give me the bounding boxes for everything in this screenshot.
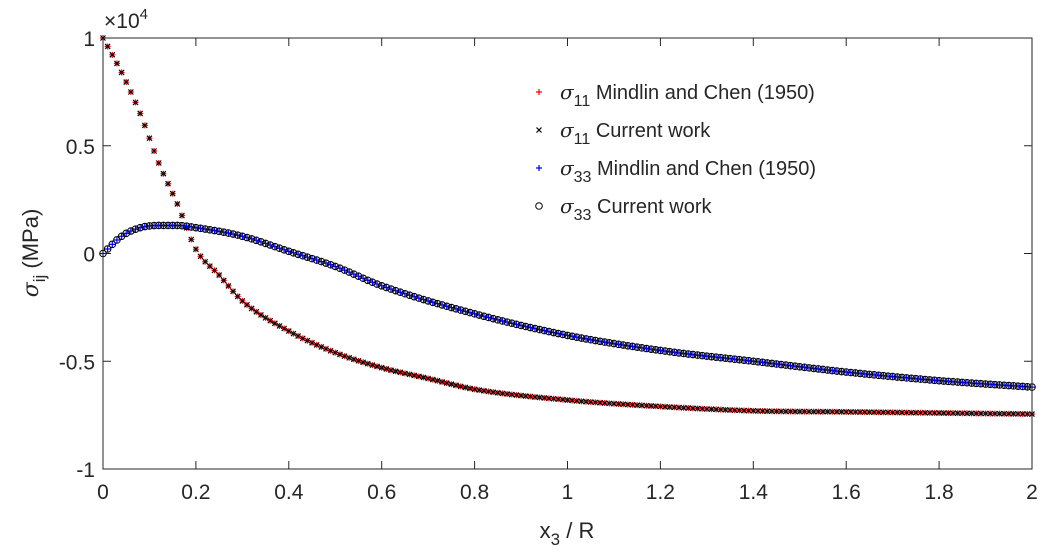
x-tick-label: 1.2 (646, 481, 675, 504)
x-tick-label: 1 (562, 481, 574, 504)
legend-label: σ33 Current work (560, 194, 712, 224)
legend-label: σ11 Mindlin and Chen (1950) (560, 80, 815, 110)
legend-label: σ11 Current work (560, 118, 711, 148)
y-tick-label: 0.5 (66, 136, 95, 159)
y-tick-label: -0.5 (59, 351, 95, 374)
x-tick-label: 0 (97, 481, 109, 504)
y-axis-label: σij (MPa) (18, 209, 49, 298)
x-tick-label: 0.2 (181, 481, 210, 504)
legend-marker (537, 128, 542, 133)
legend-label: σ33 Mindlin and Chen (1950) (560, 156, 816, 186)
y-tick-label: 1 (83, 28, 95, 51)
series-2 (100, 222, 1035, 390)
legend: σ11 Mindlin and Chen (1950) σ11 Current w… (536, 80, 816, 224)
y-tick-label: -1 (76, 459, 95, 482)
x-tick-label: 0.6 (367, 481, 396, 504)
x-tick-label: 0.8 (460, 481, 489, 504)
x-tick-label: 1.8 (924, 481, 953, 504)
x-axis-label: x3 / R (540, 518, 595, 549)
x-tick-label: 1.6 (832, 481, 861, 504)
x-tick-label: 2 (1026, 481, 1038, 504)
series-3 (100, 222, 1036, 390)
x-tick-label: 1.4 (739, 481, 769, 504)
y-tick-label: 0 (83, 244, 95, 267)
x-axis: 0 0.2 0.4 0.6 0.8 1 1.2 1.4 1.6 1.8 2 (97, 38, 1038, 504)
exponent-label: ×104 (104, 6, 148, 33)
legend-marker (536, 203, 543, 210)
legend-marker (536, 165, 542, 171)
legend-marker (536, 89, 542, 95)
x-tick-label: 0.4 (274, 481, 304, 504)
